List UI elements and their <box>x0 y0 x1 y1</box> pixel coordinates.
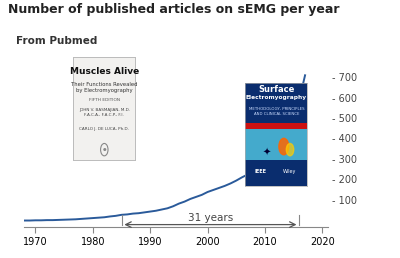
Circle shape <box>286 143 294 156</box>
Text: JOHN V. BASMAJIAN, M.D.
F.A.C.A., F.A.C.P., F.I.: JOHN V. BASMAJIAN, M.D. F.A.C.A., F.A.C.… <box>79 108 130 117</box>
Text: Electromyography: Electromyography <box>246 95 307 100</box>
Text: ✦: ✦ <box>263 148 271 158</box>
Bar <box>245 160 307 186</box>
Text: Their Functions Revealed
by Electromyography: Their Functions Revealed by Electromyogr… <box>71 82 138 93</box>
Text: CARLO J. DE LUCA, Ph.D.: CARLO J. DE LUCA, Ph.D. <box>79 127 129 131</box>
Text: - 200: - 200 <box>332 175 357 185</box>
Circle shape <box>279 138 289 155</box>
Bar <box>245 129 307 160</box>
Text: - 600: - 600 <box>332 94 357 104</box>
Text: Surface: Surface <box>258 85 294 94</box>
Text: FIFTH EDITION: FIFTH EDITION <box>89 98 120 102</box>
Text: METHODOLOGY, PRINCIPLES
AND CLINICAL SCIENCE: METHODOLOGY, PRINCIPLES AND CLINICAL SCI… <box>248 107 304 116</box>
Text: From Pubmed: From Pubmed <box>16 36 97 46</box>
Text: - 100: - 100 <box>332 196 357 206</box>
Text: IEEE: IEEE <box>255 169 267 174</box>
Bar <box>245 83 307 124</box>
Bar <box>245 123 307 129</box>
Text: Number of published articles on sEMG per year: Number of published articles on sEMG per… <box>8 3 340 15</box>
Text: Muscles Alive: Muscles Alive <box>70 67 139 76</box>
Text: - 400: - 400 <box>332 134 357 144</box>
Text: - 700: - 700 <box>332 73 357 83</box>
Text: - 300: - 300 <box>332 155 357 165</box>
Text: ●: ● <box>102 148 106 152</box>
Text: - 500: - 500 <box>332 114 357 124</box>
Text: 31 years: 31 years <box>188 213 233 223</box>
Text: Wiley: Wiley <box>283 169 297 174</box>
